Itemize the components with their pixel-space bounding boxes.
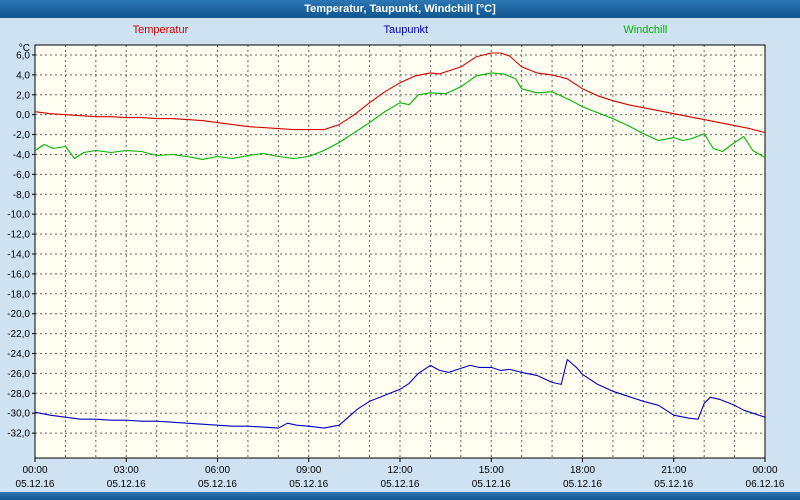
- x-tick-time-label: 09:00: [296, 465, 321, 476]
- y-tick-label: 0,0: [16, 110, 30, 121]
- y-tick-label: -6,0: [13, 170, 31, 181]
- y-tick-label: -4,0: [13, 150, 31, 161]
- y-tick-label: -2,0: [13, 130, 31, 141]
- x-tick-time-label: 03:00: [114, 465, 139, 476]
- bottom-bar: [0, 492, 800, 500]
- legend-label-temperatur: Temperatur: [132, 24, 189, 36]
- series-line-windchill: [34, 72, 766, 160]
- y-tick-label: -12,0: [7, 230, 30, 241]
- x-tick-date-label: 05.12.16: [289, 479, 328, 490]
- x-tick-date-label: 05.12.16: [563, 479, 602, 490]
- y-tick-label: -16,0: [7, 269, 30, 280]
- x-tick-time-label: 15:00: [479, 465, 504, 476]
- y-tick-label: 6,0: [16, 50, 30, 61]
- y-tick-label: -8,0: [13, 190, 31, 201]
- x-tick-time-label: 21:00: [661, 465, 686, 476]
- legend-label-taupunkt: Taupunkt: [383, 24, 429, 36]
- x-tick-date-label: 05.12.16: [472, 479, 511, 490]
- y-tick-label: 4,0: [16, 70, 30, 81]
- x-tick-time-label: 18:00: [570, 465, 595, 476]
- x-tick-date-label: 05.12.16: [198, 479, 237, 490]
- y-tick-label: -20,0: [7, 309, 30, 320]
- y-tick-label: -24,0: [7, 349, 30, 360]
- chart-legend: Temperatur Taupunkt Windchill: [35, 24, 765, 36]
- title-bar: Temperatur, Taupunkt, Windchill [°C]: [0, 0, 800, 18]
- chart-title: Temperatur, Taupunkt, Windchill [°C]: [304, 3, 496, 15]
- legend-label-windchill: Windchill: [623, 24, 668, 36]
- x-tick-time-label: 00:00: [752, 465, 777, 476]
- series-line-temperatur: [34, 52, 766, 134]
- x-tick-time-label: 00:00: [22, 465, 47, 476]
- series-line-taupunkt: [34, 358, 766, 429]
- y-tick-label: -28,0: [7, 389, 30, 400]
- y-tick-label: -32,0: [7, 429, 30, 440]
- x-tick-date-label: 05.12.16: [654, 479, 693, 490]
- x-tick-time-label: 12:00: [387, 465, 412, 476]
- y-tick-label: -30,0: [7, 409, 30, 420]
- x-tick-date-label: 05.12.16: [107, 479, 146, 490]
- x-tick-date-label: 06.12.16: [746, 479, 785, 490]
- y-axis-unit-label: °C: [19, 43, 30, 54]
- y-tick-label: -10,0: [7, 210, 30, 221]
- x-tick-date-label: 05.12.16: [16, 479, 55, 490]
- y-tick-label: -26,0: [7, 369, 30, 380]
- y-tick-label: -18,0: [7, 289, 30, 300]
- x-tick-date-label: 05.12.16: [381, 479, 420, 490]
- y-tick-label: -14,0: [7, 249, 30, 260]
- y-tick-label: -22,0: [7, 329, 30, 340]
- x-tick-time-label: 06:00: [205, 465, 230, 476]
- y-tick-label: 2,0: [16, 90, 30, 101]
